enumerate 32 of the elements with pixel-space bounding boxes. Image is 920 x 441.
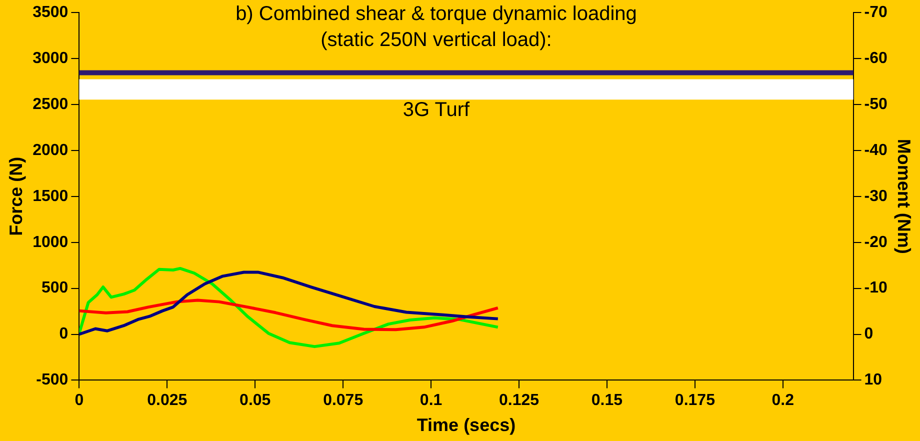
x-tick-label: 0.15 xyxy=(591,392,623,410)
y-tick-label: 2000 xyxy=(32,142,68,159)
y-tick-label: 500 xyxy=(41,280,68,297)
y-tick-label: 3500 xyxy=(32,4,68,22)
y2-tick-label: -30 xyxy=(864,188,888,205)
x-tick-label: 0.1 xyxy=(420,392,442,410)
y-tick-label: 1500 xyxy=(32,188,68,205)
y2-axis-title: Moment (Nm) xyxy=(894,138,914,254)
y-tick-label: 3000 xyxy=(32,50,68,67)
y-axis-title: Force (N) xyxy=(6,156,26,236)
text: 3G Turf xyxy=(402,98,470,121)
y-tick-label: 0 xyxy=(59,326,68,343)
y-tick-label: -500 xyxy=(36,372,68,389)
x-tick-label: 0.05 xyxy=(240,392,271,410)
x-tick-label: 0 xyxy=(74,392,84,410)
y2-tick-label: 0 xyxy=(864,326,874,343)
y2-tick-label: -60 xyxy=(864,50,888,67)
x-axis-title: Time (secs) xyxy=(416,415,516,436)
x-tick-label: 0.075 xyxy=(323,392,364,410)
y2-tick-label: -10 xyxy=(864,280,888,297)
y2-tick-label: 10 xyxy=(864,372,882,389)
y2-tick-label: -40 xyxy=(864,142,888,159)
y2-tick-label: -50 xyxy=(864,96,888,113)
x-tick-label: 0.125 xyxy=(498,392,540,410)
y-tick-label: 2500 xyxy=(32,96,68,113)
x-tick-label: 0.025 xyxy=(147,392,188,410)
y2-tick-label: -70 xyxy=(864,4,888,22)
x-tick-label: 0.175 xyxy=(674,392,716,410)
x-tick-label: 0.2 xyxy=(772,392,794,410)
y2-tick-label: -20 xyxy=(864,234,888,251)
y-tick-label: 1000 xyxy=(32,234,68,251)
chart-title: b) Combined shear & torque dynamic loading (static 250N vertical load): xyxy=(236,3,637,52)
